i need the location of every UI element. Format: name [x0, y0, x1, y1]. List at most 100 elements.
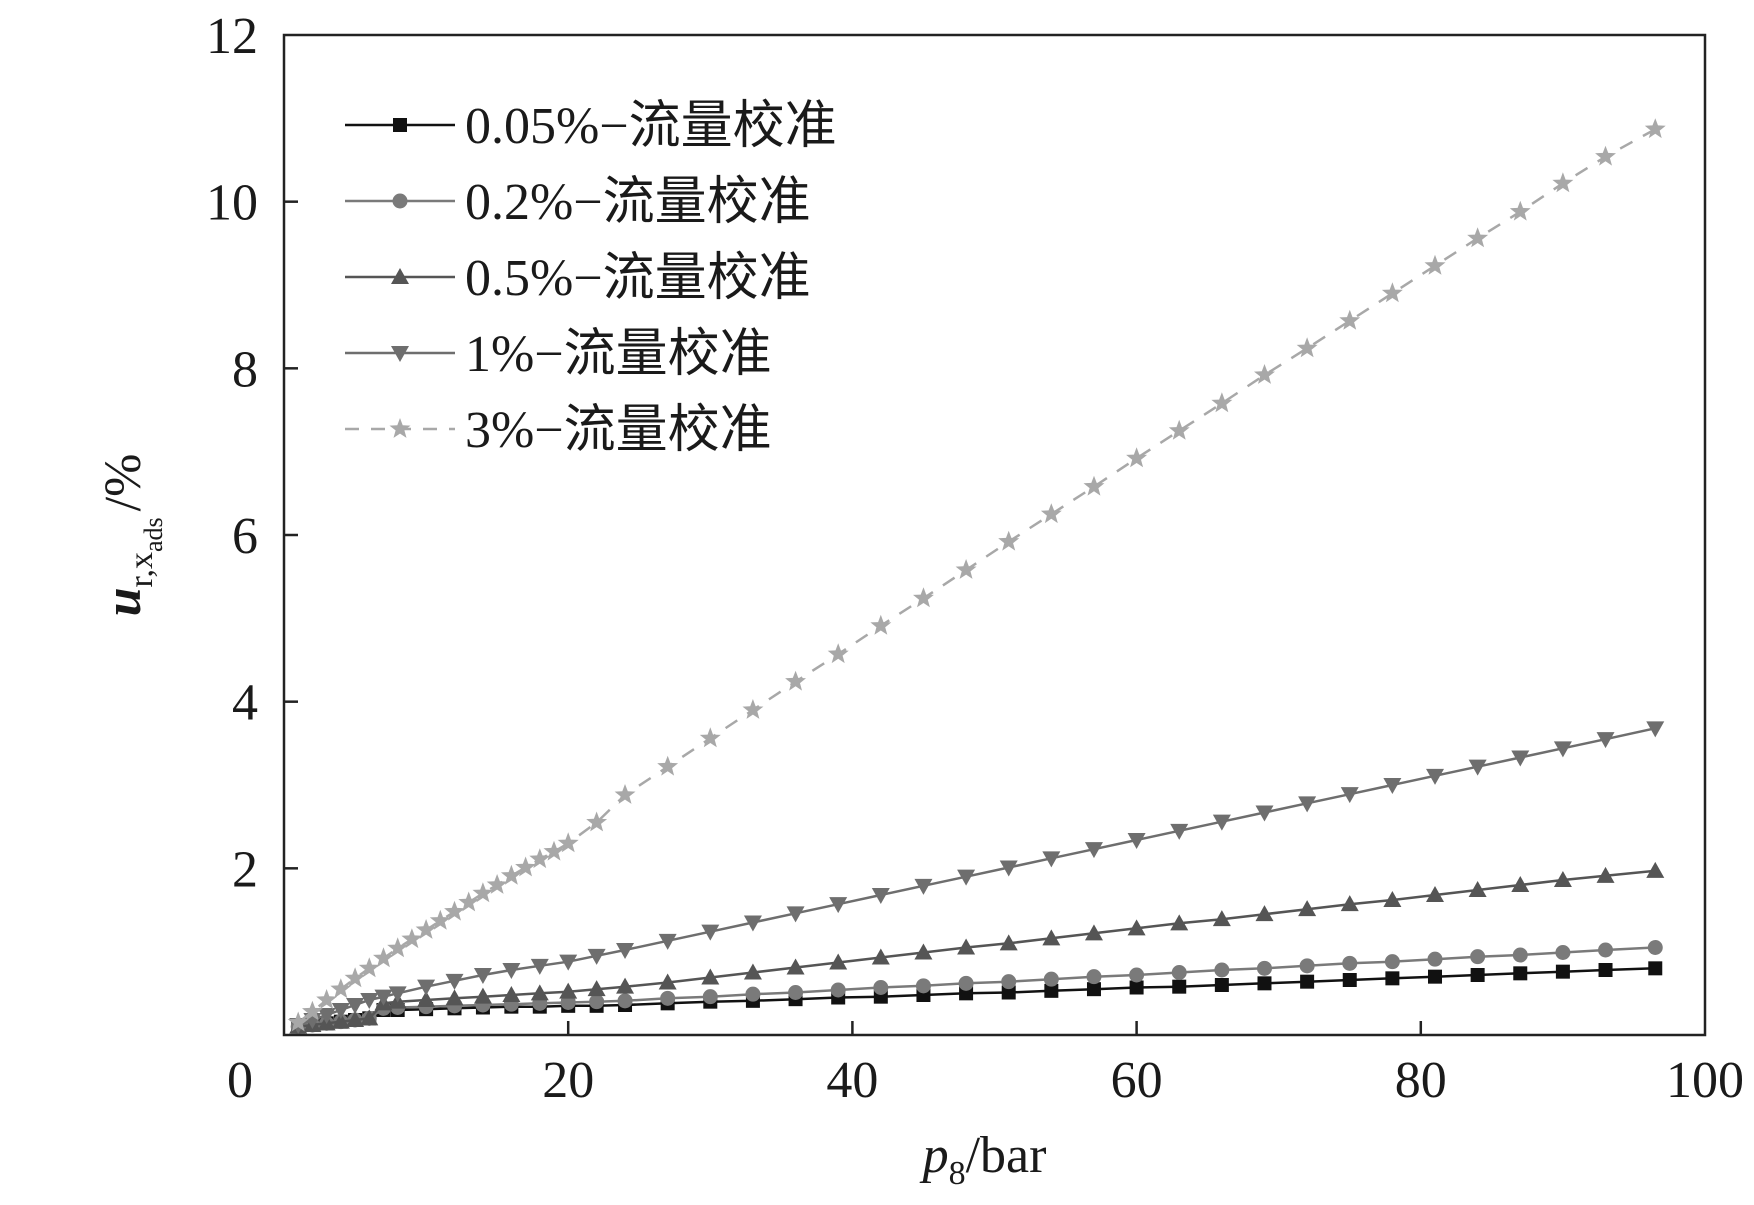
y-axis-title: ur,xads /% — [95, 454, 168, 617]
y-axis-unit: /% — [95, 454, 152, 512]
series-2-point — [915, 978, 931, 994]
x-axis-unit: /bar — [966, 1127, 1047, 1184]
series-4-point — [331, 1003, 350, 1019]
series-4-point — [587, 948, 606, 965]
series-4-point — [1646, 721, 1665, 738]
series-2-point — [788, 985, 804, 1000]
series-2-point — [1427, 951, 1443, 967]
series-5-point — [401, 928, 423, 949]
series-2-point — [1470, 949, 1486, 965]
x-axis-title: p8/bar — [919, 1127, 1047, 1192]
series-5-point — [302, 1000, 323, 1021]
series-5-point — [913, 587, 934, 608]
series-5-point — [373, 947, 394, 968]
series-3-point — [999, 934, 1018, 951]
series-2-point — [745, 986, 761, 1002]
series-2-point — [1043, 971, 1059, 987]
series-2-point — [1001, 974, 1017, 990]
y-axis-sub: r,x — [123, 552, 160, 587]
series-2-point — [958, 975, 974, 991]
series-3-point — [829, 953, 848, 970]
series-4-point — [829, 897, 848, 914]
series-4-point — [786, 906, 805, 923]
series-5-point — [699, 727, 721, 748]
series-2-point — [560, 995, 576, 1010]
series-3-point — [1553, 871, 1572, 887]
series-4-point — [1511, 750, 1530, 767]
series-4-point — [559, 954, 578, 971]
series-4-point — [871, 888, 890, 904]
series-2-point — [1384, 954, 1400, 970]
series-5-point — [657, 755, 679, 776]
series-3-point — [587, 980, 606, 997]
series-1-point — [1648, 961, 1663, 976]
y-tick-label: 2 — [232, 841, 258, 898]
series-5-point — [955, 559, 977, 579]
series-1-point — [1342, 973, 1357, 987]
series-5-point — [458, 891, 480, 912]
series-2-point — [1129, 967, 1145, 983]
series-5-point — [344, 967, 366, 988]
series-4-point — [1127, 833, 1146, 849]
series-3-point — [1170, 914, 1189, 931]
series-5-point — [827, 643, 849, 664]
plot-layer — [287, 118, 1666, 1035]
x-axis-sub: 8 — [949, 1155, 966, 1192]
series-line-2 — [298, 946, 1656, 1028]
series-5-point — [742, 699, 764, 719]
series-2-point — [660, 990, 676, 1006]
series-5-point — [785, 670, 806, 691]
series-3-point — [1383, 891, 1402, 907]
series-4-point — [417, 979, 436, 996]
series-3-point — [1084, 924, 1103, 941]
series-5-point — [614, 784, 636, 804]
series-1-point — [1214, 978, 1229, 992]
series-1-point — [1428, 969, 1443, 984]
series-3-point — [1468, 881, 1487, 897]
legend-label-5: 3%−流量校准 — [465, 402, 772, 459]
legend-marker-4 — [391, 346, 409, 362]
series-1-point — [1300, 974, 1315, 989]
series-5-point — [1644, 118, 1666, 139]
series-2-point — [1647, 940, 1663, 955]
series-3-point — [1646, 861, 1665, 878]
series-4-point — [1553, 741, 1572, 758]
series-5-point — [543, 840, 565, 861]
series-1-point — [1257, 976, 1272, 991]
x-tick-label: 0 — [227, 1052, 253, 1109]
y-tick-label: 6 — [232, 508, 258, 565]
series-4-point — [388, 986, 407, 1003]
legend-label-2: 0.2%−流量校准 — [465, 174, 811, 231]
series-4-point — [1084, 842, 1103, 859]
series-2-point — [1086, 969, 1102, 985]
series-1-point — [1044, 983, 1059, 998]
series-3-point — [331, 1012, 350, 1029]
x-tick-label: 20 — [542, 1052, 594, 1109]
series-4-point — [1426, 768, 1445, 785]
series-4-point — [1212, 814, 1231, 831]
series-3-point — [1127, 919, 1146, 936]
series-1-point — [1470, 968, 1485, 982]
series-1-point — [1172, 979, 1187, 994]
legend-marker-2 — [392, 193, 408, 209]
series-5-point — [1254, 364, 1275, 384]
legend: 0.05%−流量校准 0.2%−流量校准 0.5%−流量校准 1%−流量校准 3%−流量… — [345, 98, 837, 459]
series-4-point — [1468, 759, 1487, 776]
series-5-point — [1083, 475, 1105, 496]
series-5-point — [586, 811, 608, 832]
series-4-point — [1383, 778, 1402, 794]
series-5-point — [515, 856, 536, 877]
series-2-point — [873, 980, 889, 995]
series-5-point — [1211, 392, 1233, 413]
series-5-point — [287, 1011, 309, 1032]
series-5-point — [1168, 419, 1190, 440]
series-5-point — [529, 848, 551, 869]
series-4-point — [743, 915, 762, 932]
series-1-point — [1385, 971, 1400, 986]
x-tick-label: 80 — [1395, 1052, 1447, 1109]
series-5-point — [1467, 227, 1489, 248]
series-4-point — [346, 998, 365, 1014]
y-axis-subsub: ads — [139, 517, 168, 552]
series-4-point — [957, 869, 976, 886]
series-3-point — [658, 973, 677, 990]
